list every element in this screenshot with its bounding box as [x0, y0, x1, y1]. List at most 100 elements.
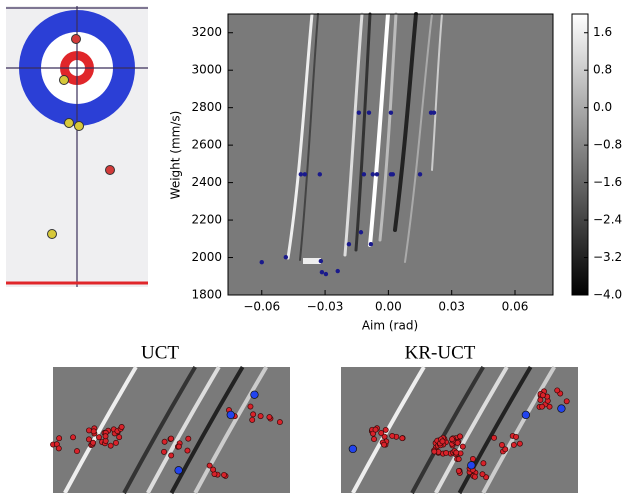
sample [453, 449, 460, 456]
y-tick-label: 1800 [191, 288, 222, 302]
sample [185, 435, 192, 442]
sample [457, 433, 463, 440]
panel-title: UCT [141, 342, 179, 363]
heatmap: Aim (rad) Weight (mm/s) −0.06 −0.03 0.00 0.… [169, 12, 622, 333]
sample [399, 435, 406, 442]
sample [174, 466, 183, 475]
sample [221, 471, 227, 478]
panel-title: KR-UCT [405, 342, 476, 363]
data-point [318, 258, 324, 264]
sample [479, 471, 486, 478]
sample [372, 426, 379, 433]
x-tick-label: 0.06 [502, 300, 529, 314]
data-point [346, 242, 352, 247]
sample [389, 432, 396, 439]
data-point [368, 242, 374, 247]
sample [539, 392, 546, 399]
data-point [335, 268, 340, 274]
y-tick-label: 3000 [191, 63, 222, 77]
data-point [388, 110, 394, 115]
data-point [356, 110, 362, 115]
samples-panel [341, 365, 578, 494]
sample [86, 427, 92, 434]
x-tick-label: 0.03 [438, 300, 465, 314]
colorbar-tick-label: −2.4 [593, 213, 622, 227]
streak [193, 365, 269, 494]
streak [351, 365, 426, 494]
sample [382, 426, 389, 433]
sample [381, 433, 388, 440]
sample [378, 430, 385, 436]
sample [510, 442, 517, 448]
sample [161, 448, 167, 455]
sample [557, 404, 566, 413]
sample [480, 460, 487, 467]
sample [70, 434, 77, 441]
sample [381, 441, 388, 448]
x-tick-label: −0.06 [243, 300, 280, 314]
sample [513, 433, 520, 440]
sample [266, 414, 273, 421]
data-point [317, 172, 323, 177]
data-point [298, 172, 304, 177]
data-point [259, 260, 264, 265]
sample [210, 466, 217, 473]
streak [169, 365, 245, 494]
x-tick-label: 0.00 [375, 300, 402, 314]
sample [74, 448, 80, 455]
data-point [302, 172, 308, 177]
sample [90, 428, 97, 435]
sample [168, 452, 175, 459]
colorbar-tick-label: −4.0 [593, 288, 622, 302]
sample [469, 456, 476, 462]
x-axis-label: Aim (rad) [362, 319, 418, 333]
sample [439, 438, 446, 445]
y-tick-label: 2600 [191, 138, 222, 152]
sample [116, 434, 123, 441]
colorbar-tick-label: 1.6 [593, 25, 612, 39]
data-point [323, 271, 329, 277]
sample [502, 446, 509, 453]
sample [471, 473, 478, 480]
sample [516, 440, 523, 447]
data-point [417, 172, 423, 177]
sample [107, 442, 114, 449]
sample [467, 461, 476, 470]
streak [410, 365, 485, 494]
data-point [366, 110, 372, 115]
sample [118, 423, 125, 430]
sample [431, 448, 438, 455]
sample [449, 436, 455, 443]
sample [102, 433, 109, 440]
sample [455, 456, 462, 463]
data-point [319, 269, 325, 275]
sample [521, 410, 531, 420]
colorbar-tick-label: −3.2 [593, 250, 622, 264]
sample [175, 443, 182, 450]
streak [63, 365, 138, 494]
y-tick-label: 2800 [191, 100, 222, 114]
sample [455, 468, 462, 474]
sample [250, 411, 257, 418]
samples-panel [50, 365, 290, 494]
sample [161, 438, 168, 445]
y-axis-label: Weight (mm/s) [169, 111, 183, 200]
data-point [374, 172, 380, 177]
sample [459, 443, 466, 450]
data-point [361, 172, 367, 177]
sample [554, 387, 561, 394]
sample [184, 447, 191, 454]
sample [250, 390, 259, 399]
sample [348, 444, 358, 454]
sample [113, 439, 119, 446]
sample [454, 439, 461, 446]
sample [539, 403, 545, 410]
sample [563, 398, 570, 405]
sample [499, 442, 505, 448]
streak [122, 365, 197, 494]
sample [491, 434, 497, 441]
sample [168, 435, 175, 442]
streak [146, 365, 221, 494]
colorbar-tick-label: 0.0 [593, 100, 612, 114]
